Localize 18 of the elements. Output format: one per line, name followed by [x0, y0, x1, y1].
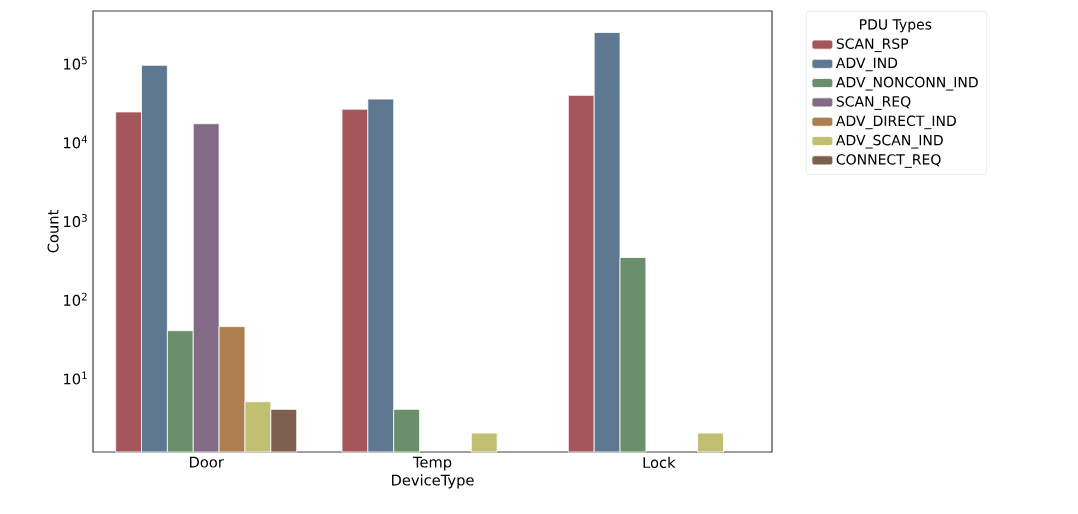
y-tick-label: 10$^{5}$	[64, 56, 87, 70]
x-tick-label: Door	[189, 456, 224, 468]
legend-label: SCAN_RSP	[836, 38, 909, 53]
y-tick-label: 10$^{2}$	[64, 292, 87, 306]
legend-title: PDU Types	[860, 19, 932, 33]
legend-label: ADV_NONCONN_IND	[835, 76, 978, 91]
y-tick-label: 10$^{3}$	[64, 214, 87, 228]
y-axis-title: Count	[47, 210, 59, 253]
y-tick-label: 10$^{4}$	[64, 135, 88, 149]
x-axis-title: DeviceType	[392, 474, 474, 489]
x-tick-label: Lock	[643, 456, 676, 469]
legend-label: SCAN_REQ	[836, 96, 911, 110]
x-tick-label: Temp	[412, 456, 452, 471]
legend-label: CONNECT_REQ	[836, 154, 941, 168]
legend-label: ADV_DIRECT_IND	[835, 115, 956, 130]
legend-label: ADV_IND	[835, 57, 898, 72]
y-tick-label: 10$^{1}$	[64, 371, 87, 385]
legend-label: ADV_SCAN_IND	[835, 134, 943, 149]
